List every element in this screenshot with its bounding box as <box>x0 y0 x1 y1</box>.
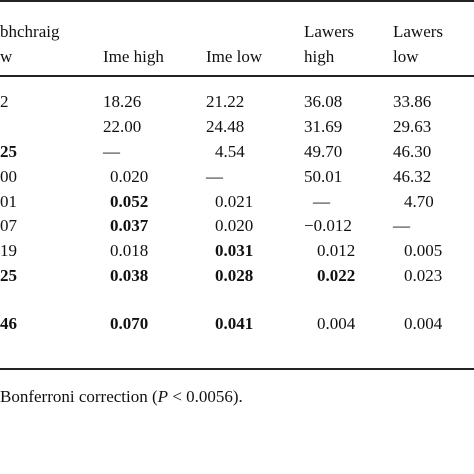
header-lawers-low-line2: low <box>393 47 419 66</box>
table-cell: 31.69 <box>304 117 343 136</box>
table-cell: 0.031 <box>215 241 254 260</box>
header-col1-line1: bhchraig <box>0 22 60 41</box>
bottom-rule <box>0 368 474 370</box>
table-cell: 0.028 <box>215 266 254 285</box>
table-cell: 0.020 <box>110 167 149 186</box>
table-cell: — <box>103 142 120 161</box>
table-cell: 0.052 <box>110 192 149 211</box>
footnote-p-symbol: P <box>157 387 169 406</box>
table-cell: 0.041 <box>215 314 254 333</box>
footnote: Bonferroni correction (P < 0.0056). <box>0 387 243 407</box>
table-cell: 19 <box>0 241 17 260</box>
table-cell: −0.012 <box>304 216 352 235</box>
table-cell: 18.26 <box>103 92 142 111</box>
table-cell: 0.038 <box>110 266 149 285</box>
table-cell: 2 <box>0 92 9 111</box>
table-cell: 29.63 <box>393 117 432 136</box>
table-cell: 0.018 <box>110 241 149 260</box>
header-lawers-low-line1: Lawers <box>393 22 444 41</box>
table-cell: 50.01 <box>304 167 343 186</box>
table-cell: 4.54 <box>215 142 245 161</box>
table-cell: 00 <box>0 167 17 186</box>
table-cell: — <box>206 167 223 186</box>
table-cell: 24.48 <box>206 117 245 136</box>
table-cell: 46.30 <box>393 142 432 161</box>
table-cell: 0.020 <box>215 216 254 235</box>
table-cell: 0.023 <box>404 266 443 285</box>
table-cell: 25 <box>0 266 17 285</box>
header-ime-high: Ime high <box>103 47 164 66</box>
table-cell: 07 <box>0 216 17 235</box>
table-cell: 0.021 <box>215 192 254 211</box>
footnote-prefix: Bonferroni correction ( <box>0 387 158 406</box>
table-cell: 21.22 <box>206 92 245 111</box>
table-cell: 0.022 <box>317 266 356 285</box>
header-ime-low: Ime low <box>206 47 263 66</box>
table-cell: 0.070 <box>110 314 149 333</box>
table-cell: 46 <box>0 314 17 333</box>
table-cell: 33.86 <box>393 92 432 111</box>
header-rule <box>0 75 474 77</box>
header-lawers-high-line1: Lawers <box>304 22 355 41</box>
header-col1-line2: w <box>0 47 13 66</box>
table-cell: 46.32 <box>393 167 432 186</box>
table-cell: 49.70 <box>304 142 343 161</box>
table-cell: 25 <box>0 142 17 161</box>
footnote-suffix: < 0.0056). <box>168 387 243 406</box>
table-cell: 0.037 <box>110 216 149 235</box>
table-cell: 0.005 <box>404 241 443 260</box>
table-cell: — <box>393 216 410 235</box>
table-cell: 0.004 <box>317 314 356 333</box>
table-cell: 4.70 <box>404 192 434 211</box>
table-cell: 01 <box>0 192 17 211</box>
table-cell: 36.08 <box>304 92 343 111</box>
table-cell: 0.004 <box>404 314 443 333</box>
table-cell: — <box>313 192 330 211</box>
table-cell: 0.012 <box>317 241 356 260</box>
top-rule <box>0 0 474 2</box>
header-lawers-high-line2: high <box>304 47 335 66</box>
table-cell: 22.00 <box>103 117 142 136</box>
